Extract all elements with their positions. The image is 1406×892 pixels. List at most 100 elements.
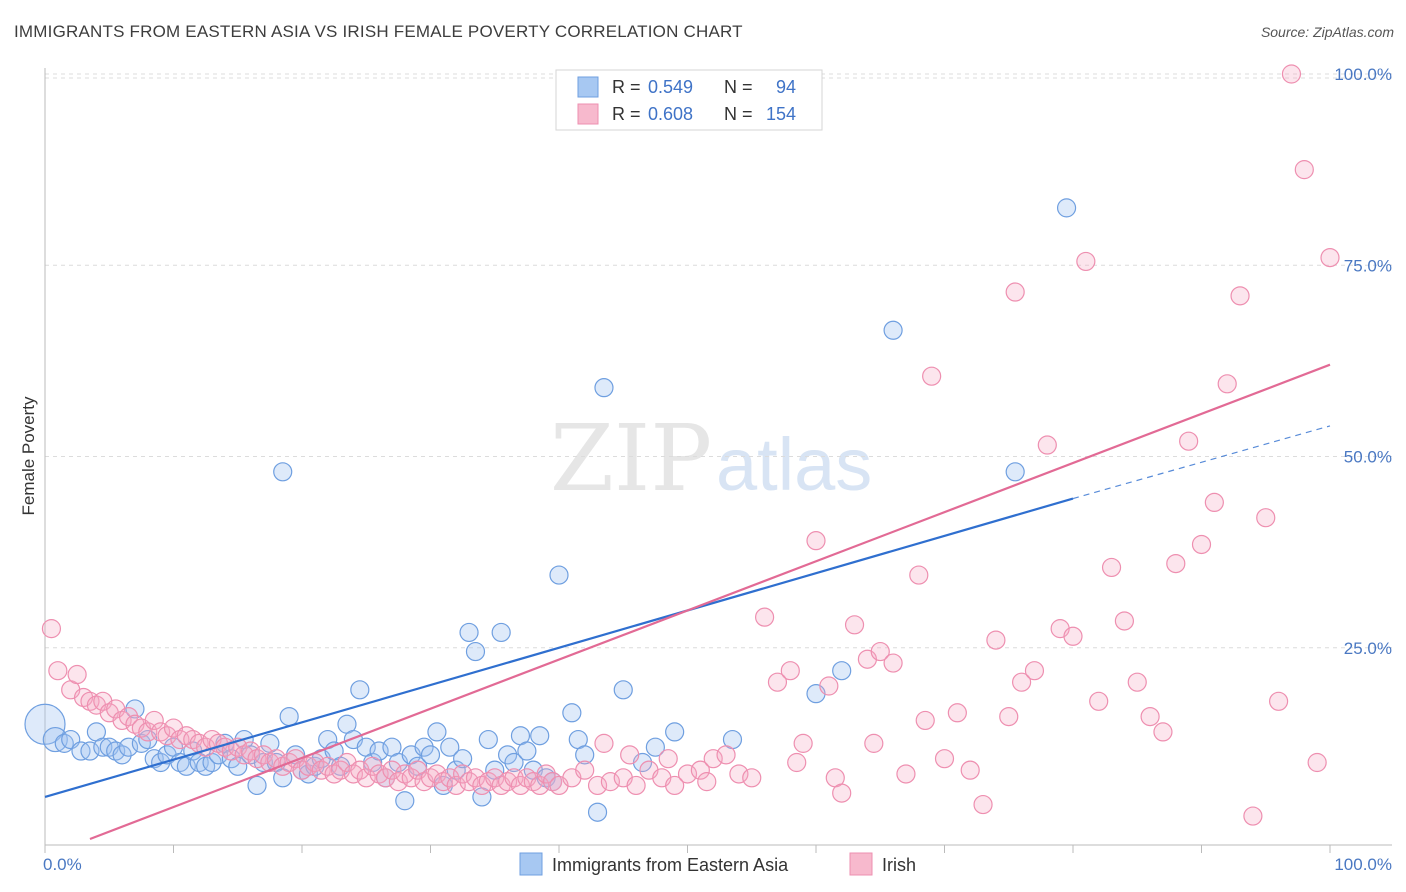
irish-point — [1294, 160, 1314, 180]
irish-point — [844, 615, 865, 635]
irish-point — [915, 710, 935, 731]
y-tick-label: 25.0% — [1344, 639, 1392, 658]
eastern-asia-point — [1056, 198, 1077, 218]
eastern-asia-point — [594, 378, 614, 398]
eastern-asia-point — [613, 680, 633, 700]
eastern-asia-point — [645, 737, 665, 757]
legend-swatch-pink — [577, 103, 599, 125]
irish-point — [626, 775, 646, 796]
irish-point — [465, 768, 486, 788]
irish-point — [787, 752, 807, 773]
irish-point — [67, 664, 87, 685]
eastern-asia-point — [549, 565, 569, 585]
irish-point — [947, 703, 967, 723]
irish-point — [363, 756, 383, 776]
axes: 25.0% 50.0% 75.0% 100.0% 0.0% 100.0% — [43, 65, 1392, 874]
irish-point — [819, 676, 839, 696]
irish-point — [1037, 435, 1057, 455]
legend-n-label: N = — [724, 77, 753, 97]
irish-point — [1281, 64, 1302, 84]
irish-point — [620, 745, 640, 765]
eastern-asia-trend-extension — [1072, 425, 1331, 500]
irish-point — [1191, 534, 1212, 555]
legend-box — [555, 69, 823, 131]
irish-point — [690, 760, 710, 780]
irish-point — [1243, 806, 1263, 826]
irish-point — [665, 775, 685, 796]
irish-point — [118, 706, 139, 727]
irish-point — [780, 661, 800, 681]
eastern-asia-point — [883, 320, 903, 340]
irish-point — [318, 756, 338, 776]
irish-point — [587, 775, 608, 796]
irish-point — [960, 760, 980, 780]
irish-point — [1230, 286, 1250, 306]
legend-n-label: N = — [724, 104, 753, 124]
irish-point — [241, 741, 261, 761]
irish-point — [1005, 282, 1025, 302]
eastern-asia-point — [459, 622, 479, 643]
irish-point — [1024, 661, 1045, 681]
eastern-asia-point — [453, 749, 473, 769]
watermark-atlas: atlas — [716, 423, 872, 506]
legend-r-value: 0.608 — [648, 104, 693, 124]
irish-point — [1204, 492, 1224, 512]
watermark-zip: ZIP — [550, 405, 712, 512]
eastern-asia-point — [530, 726, 550, 746]
irish-point — [401, 768, 421, 788]
series-legend: Immigrants from Eastern Asia Irish — [519, 852, 916, 876]
eastern-asia-point — [247, 775, 267, 796]
eastern-asia-point — [517, 741, 537, 761]
irish-point — [729, 764, 749, 784]
irish-point — [1101, 557, 1122, 578]
eastern-asia-point — [395, 791, 415, 811]
irish-point — [922, 366, 942, 386]
eastern-asia-point — [491, 622, 511, 643]
eastern-asia-point — [1005, 462, 1025, 482]
eastern-asia-point — [562, 703, 582, 723]
irish-point — [41, 619, 62, 639]
bottom-legend-swatch-pink — [849, 852, 873, 876]
irish-point — [48, 661, 68, 681]
irish-point — [144, 710, 164, 731]
x-tick-label-max: 100.0% — [1334, 855, 1392, 874]
irish-point — [896, 764, 916, 784]
watermark: ZIP atlas — [550, 405, 872, 512]
irish-point — [600, 772, 621, 792]
irish-point — [909, 565, 929, 585]
legend-r-value: 0.549 — [648, 77, 693, 97]
irish-point — [658, 749, 678, 769]
irish-point — [742, 768, 762, 788]
legend-n-value: 154 — [766, 104, 796, 124]
eastern-asia-point — [414, 737, 434, 757]
irish-point — [1166, 553, 1186, 574]
eastern-asia-point — [125, 699, 145, 719]
eastern-asia-point — [279, 706, 299, 727]
data-points — [24, 64, 1340, 826]
irish-point — [832, 783, 852, 803]
irish-point — [453, 764, 473, 784]
eastern-asia-point — [832, 661, 852, 681]
chart-source: Source: ZipAtlas.com — [1260, 24, 1394, 40]
irish-point — [575, 760, 595, 780]
irish-point — [1320, 248, 1340, 268]
eastern-asia-point — [42, 726, 68, 753]
grid-lines — [45, 73, 1392, 649]
eastern-asia-point — [273, 462, 293, 482]
irish-point — [1153, 722, 1173, 742]
irish-point — [716, 745, 736, 765]
irish-point — [767, 672, 788, 692]
irish-point — [375, 768, 396, 788]
irish-point — [1140, 706, 1160, 727]
eastern-asia-trend-line — [44, 497, 1074, 798]
irish-point — [594, 733, 614, 753]
irish-point — [934, 749, 955, 769]
irish-point — [883, 653, 903, 673]
chart-title: IMMIGRANTS FROM EASTERN ASIA VS IRISH FE… — [14, 22, 743, 41]
irish-trend-line — [89, 363, 1331, 841]
eastern-asia-point — [498, 745, 518, 765]
irish-point — [356, 768, 376, 788]
irish-point — [793, 733, 813, 753]
eastern-asia-point — [465, 641, 486, 662]
